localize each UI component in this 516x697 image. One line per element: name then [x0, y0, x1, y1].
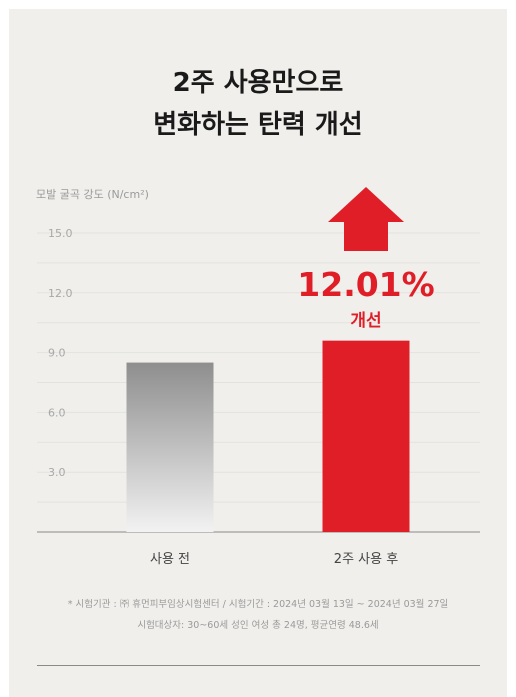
- y-axis-label: 모발 굴곡 강도 (N/cm²): [36, 188, 149, 201]
- y-tick-label: 9.0: [48, 347, 66, 360]
- improvement-percent: 12.01%: [297, 265, 434, 304]
- title-line-1: 2주 사용만으로: [172, 68, 344, 98]
- improvement-label: 개선: [350, 311, 381, 331]
- footnote-subjects: 시험대상자: 30~60세 성인 여성 총 24명, 평균연령 48.6세: [137, 620, 379, 631]
- y-tick-label: 3.0: [48, 466, 66, 479]
- y-tick-label: 6.0: [48, 406, 66, 419]
- x-category-label: 2주 사용 후: [334, 552, 398, 567]
- y-tick-label: 12.0: [48, 287, 73, 300]
- title-line-2: 변화하는 탄력 개선: [153, 110, 363, 140]
- bar-after: [322, 340, 410, 532]
- bottom-divider: [37, 665, 480, 666]
- page-title: 2주 사용만으로 변화하는 탄력 개선: [0, 62, 516, 146]
- x-category-label: 사용 전: [150, 552, 190, 567]
- y-tick-label: 15.0: [48, 227, 73, 240]
- bar-before: [126, 362, 214, 532]
- up-arrow-icon: [328, 187, 404, 251]
- footnote-test-info: * 시험기관 : ㈜ 휴먼피부임상시험센터 / 시험기간 : 2024년 03월…: [67, 599, 449, 610]
